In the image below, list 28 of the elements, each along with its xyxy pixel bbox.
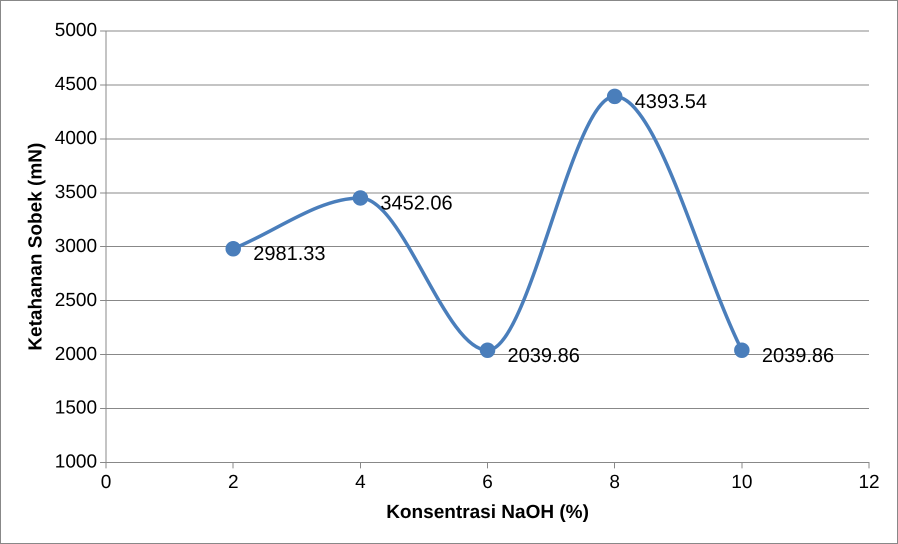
y-axis-title: Ketahanan Sobek (mN) (26, 142, 47, 351)
point (606, 88, 622, 104)
x-tick-label: 2 (228, 472, 239, 494)
y-tick-label: 5000 (54, 20, 98, 42)
y-tick-label: 3000 (54, 236, 98, 257)
y-tick-label: 2000 (54, 344, 98, 365)
point (225, 240, 241, 256)
y-tick-label: 4500 (54, 74, 98, 96)
y-tick-label: 1000 (54, 452, 98, 473)
x-tick-label: 8 (609, 472, 620, 494)
y-tick-label: 3500 (54, 182, 98, 204)
y-tick-label: 2500 (54, 290, 98, 311)
y-tick-label: 1500 (54, 398, 98, 419)
y-tick-label: 4000 (54, 128, 98, 150)
data-label: 2981.33 (253, 243, 326, 266)
x-tick-label: 12 (858, 472, 880, 494)
x-tick-label: 6 (482, 472, 493, 494)
data-label: 4393.54 (634, 90, 707, 113)
x-tick-label: 4 (355, 472, 366, 494)
data-label: 2039.86 (762, 344, 834, 367)
point (480, 342, 496, 358)
point (734, 342, 750, 358)
point (352, 190, 368, 206)
data-label: 2039.86 (508, 344, 580, 367)
x-tick-label: 10 (731, 472, 752, 494)
x-tick-label: 0 (100, 472, 112, 494)
data-label: 3452.06 (380, 192, 453, 214)
x-axis-title: Konsentrasi NaOH (%) (386, 502, 589, 523)
